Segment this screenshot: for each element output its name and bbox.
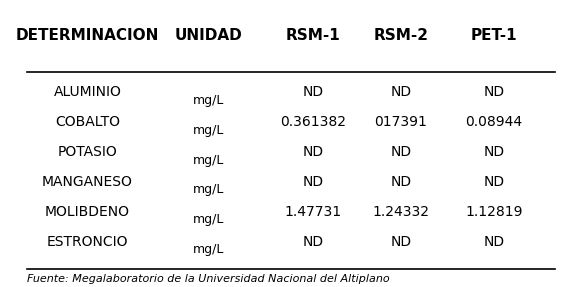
Text: ND: ND xyxy=(484,234,505,249)
Text: ND: ND xyxy=(390,175,411,189)
Text: 0.361382: 0.361382 xyxy=(280,115,346,129)
Text: MANGANESO: MANGANESO xyxy=(42,175,133,189)
Text: 1.24332: 1.24332 xyxy=(372,205,429,219)
Text: MOLIBDENO: MOLIBDENO xyxy=(45,205,130,219)
Text: ND: ND xyxy=(390,85,411,99)
Text: ALUMINIO: ALUMINIO xyxy=(53,85,121,99)
Text: ND: ND xyxy=(484,175,505,189)
Text: RSM-1: RSM-1 xyxy=(285,28,340,43)
Text: mg/L: mg/L xyxy=(193,243,224,256)
Text: 017391: 017391 xyxy=(374,115,427,129)
Text: ESTRONCIO: ESTRONCIO xyxy=(46,234,128,249)
Text: ND: ND xyxy=(302,234,323,249)
Text: COBALTO: COBALTO xyxy=(55,115,120,129)
Text: PET-1: PET-1 xyxy=(471,28,518,43)
Text: ND: ND xyxy=(390,234,411,249)
Text: mg/L: mg/L xyxy=(193,213,224,226)
Text: mg/L: mg/L xyxy=(193,124,224,137)
Text: ND: ND xyxy=(302,145,323,159)
Text: ND: ND xyxy=(302,85,323,99)
Text: 1.47731: 1.47731 xyxy=(284,205,341,219)
Text: ND: ND xyxy=(484,85,505,99)
Text: POTASIO: POTASIO xyxy=(57,145,117,159)
Text: ND: ND xyxy=(484,145,505,159)
Text: ND: ND xyxy=(390,145,411,159)
Text: mg/L: mg/L xyxy=(193,154,224,166)
Text: mg/L: mg/L xyxy=(193,94,224,107)
Text: DETERMINACION: DETERMINACION xyxy=(16,28,159,43)
Text: UNIDAD: UNIDAD xyxy=(175,28,242,43)
Text: RSM-2: RSM-2 xyxy=(373,28,428,43)
Text: Fuente: Megalaboratorio de la Universidad Nacional del Altiplano: Fuente: Megalaboratorio de la Universida… xyxy=(27,274,390,284)
Text: 1.12819: 1.12819 xyxy=(466,205,523,219)
Text: 0.08944: 0.08944 xyxy=(466,115,523,129)
Text: mg/L: mg/L xyxy=(193,183,224,196)
Text: ND: ND xyxy=(302,175,323,189)
